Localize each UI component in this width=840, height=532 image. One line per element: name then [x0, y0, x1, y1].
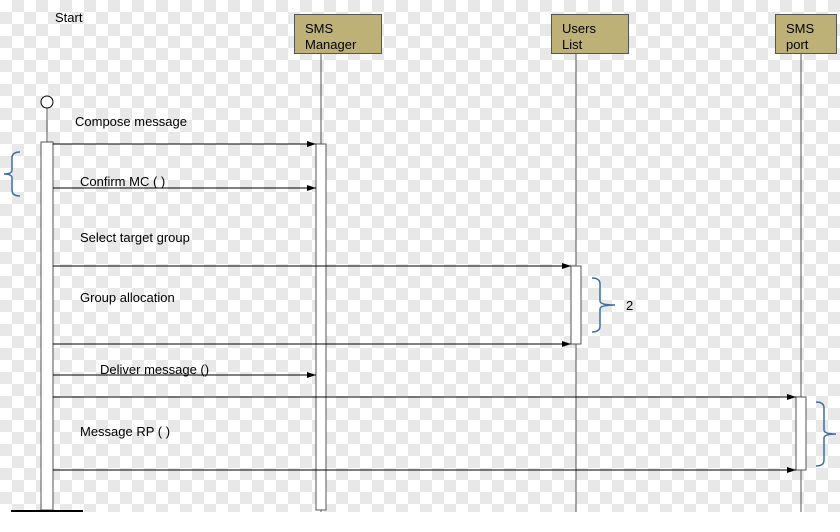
participant-sms_manager: SMSManager	[294, 14, 382, 54]
message-label: Message RP ( )	[80, 424, 170, 439]
sequence-diagram-svg	[0, 0, 840, 525]
message-label: Confirm MC ( )	[80, 174, 165, 189]
participant-label-line1: Users	[562, 21, 618, 37]
participant-label-line2: Manager	[305, 37, 371, 53]
message-label: Group allocation	[80, 290, 175, 305]
participant-label-line2: List	[562, 37, 618, 53]
participant-label-line1: SMS	[786, 21, 826, 37]
message-label: Compose message	[75, 114, 187, 129]
brace-label: 2	[626, 298, 633, 313]
participant-sms_port: SMSport	[775, 14, 837, 54]
participant-label-line2: port	[786, 37, 826, 53]
start-text: Start	[55, 10, 82, 25]
bottom-strip	[0, 512, 840, 532]
participant-label-line1: SMS	[305, 21, 371, 37]
message-label: Deliver message ()	[100, 362, 209, 377]
participant-users_list: UsersList	[551, 14, 629, 54]
message-label: Select target group	[80, 230, 190, 245]
start-label: Start	[55, 10, 82, 25]
